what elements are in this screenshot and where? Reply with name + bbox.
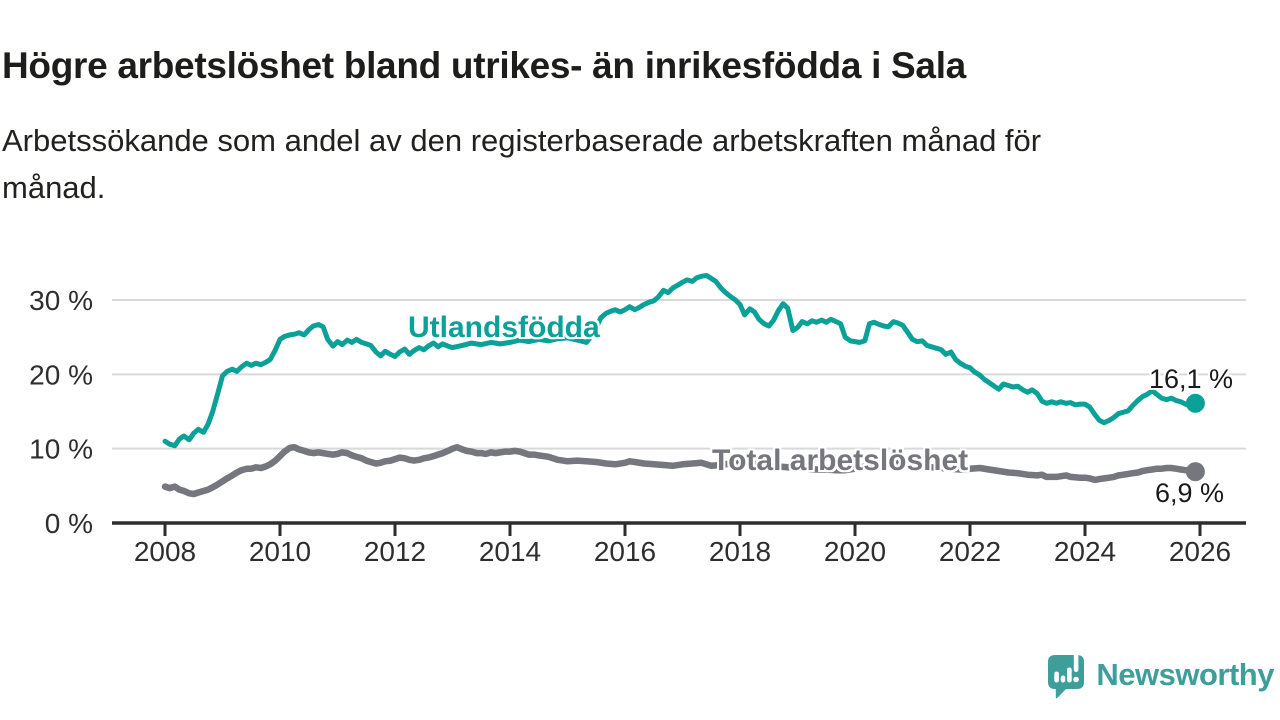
x-tick-label: 2008 [134,536,196,567]
y-tick-label: 0 % [45,508,93,539]
end-value-label-total-arbetsloshet: 6,9 % [1154,478,1224,508]
x-tick-label: 2016 [594,536,656,567]
unemployment-line-chart: 0 % 10 % 20 % 30 % 2008 2010 2012 2014 2016 2018 2… [29,273,1246,567]
y-tick-label: 10 % [29,434,93,465]
x-tick-label: 2026 [1169,536,1231,567]
x-tick-label: 2020 [824,536,886,567]
x-tick-label: 2014 [479,536,541,567]
newsworthy-logo-icon [1048,651,1085,699]
newsworthy-logo-text: Newsworthy [1096,657,1274,692]
series-line-utlandsf-dda [162,273,1198,449]
x-tick-label: 2018 [709,536,771,567]
chart-subtitle: Arbetssökande som andel av den registerb… [2,117,1232,211]
series-line-total-arbetsl-shet [161,443,1199,498]
series-end-dot-total-arbetsl-shet [1185,462,1205,482]
series-label-total-arbetsloshet: Total arbetslöshet [712,444,969,477]
subtitle-line-2: månad. [2,170,106,205]
y-tick-label: 30 % [29,285,93,316]
page-title: Högre arbetslöshet bland utrikes- än inr… [2,44,966,86]
x-tick-label: 2024 [1054,536,1116,567]
x-tick-label: 2010 [249,536,311,567]
series-end-dot-utlandsf-dda [1185,393,1205,413]
x-tick-label: 2022 [939,536,1001,567]
y-tick-label: 20 % [29,359,93,390]
subtitle-line-1: Arbetssökande som andel av den registerb… [2,123,1042,158]
series-label-utlandsfodda: Utlandsfödda [408,311,600,344]
newsworthy-logo: Newsworthy [1046,650,1274,700]
end-value-label-utlandsfodda: 16,1 % [1148,364,1233,394]
x-tick-label: 2012 [364,536,426,567]
